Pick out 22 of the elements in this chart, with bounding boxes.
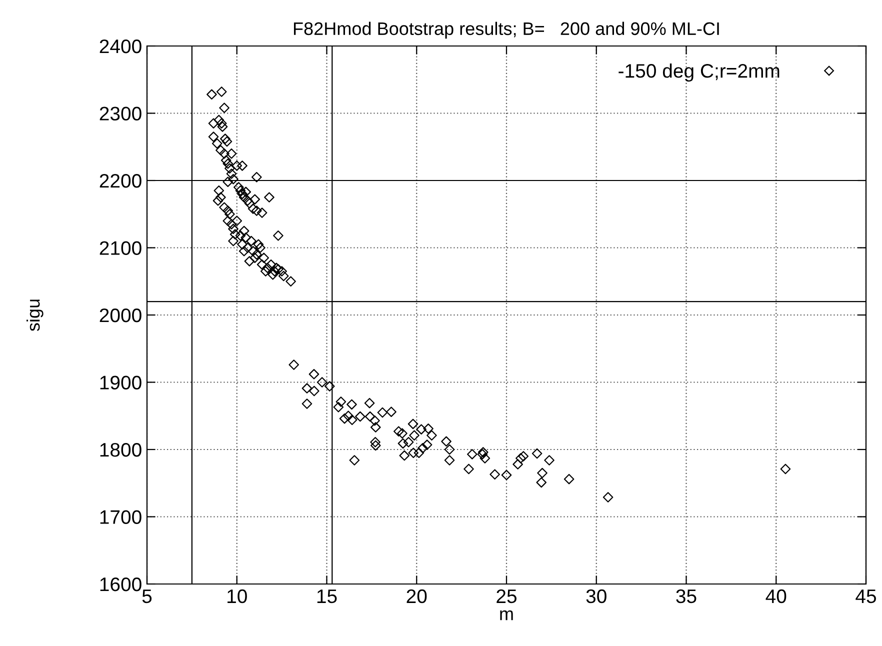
x-tick-label: 10	[228, 589, 247, 604]
x-tick-label: 35	[676, 589, 696, 604]
y-tick-label: 2100	[100, 241, 142, 255]
y-tick-label: 1800	[100, 442, 142, 457]
x-tick-label: 20	[406, 589, 427, 604]
y-axis-title: sigu	[26, 300, 44, 332]
x-tick-label: 30	[586, 589, 606, 604]
chart-title: F82Hmod Bootstrap results; B= 200 and 90% ML-CI	[294, 22, 719, 39]
y-tick-label: 2000	[100, 308, 142, 322]
y-tick-label: 2300	[100, 106, 142, 120]
legend-label: -150 deg C;r=2mm	[618, 64, 780, 82]
x-tick-label: 15	[317, 590, 337, 604]
y-tick-label: 1700	[100, 510, 142, 524]
x-tick-label: 5	[142, 590, 152, 604]
x-tick-label: 25	[496, 589, 516, 604]
y-tick-label: 1900	[100, 376, 142, 390]
y-tick-label: 2400	[100, 39, 142, 54]
x-axis-title: m	[500, 610, 513, 620]
x-tick-label: 45	[856, 590, 876, 604]
x-tick-label: 40	[766, 589, 786, 604]
y-tick-label: 1600	[100, 577, 142, 592]
y-tick-label: 2200	[100, 174, 142, 188]
